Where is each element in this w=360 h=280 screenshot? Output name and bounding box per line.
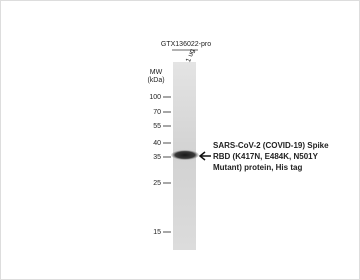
marker-label: 35 <box>153 154 161 161</box>
marker-label: 15 <box>153 229 161 236</box>
marker-label: 55 <box>153 123 161 130</box>
antibody-label: GTX136022-pro <box>161 41 211 48</box>
annotation: Mutant) protein, His tag <box>213 163 302 172</box>
marker-label: 100 <box>149 94 161 101</box>
band <box>171 150 199 160</box>
mw-unit: (kDa) <box>147 77 164 84</box>
marker-label: 40 <box>153 140 161 147</box>
marker-label: 70 <box>153 109 161 116</box>
annotation: RBD (K417N, E484K, N501Y <box>213 152 319 161</box>
annotation: SARS-CoV-2 (COVID-19) Spike <box>213 141 329 150</box>
mw-label: MW <box>150 69 163 76</box>
blot-figure: GTX136022-pro 1 ug MW (kDa) 100705540352… <box>0 0 360 280</box>
marker-label: 25 <box>153 180 161 187</box>
